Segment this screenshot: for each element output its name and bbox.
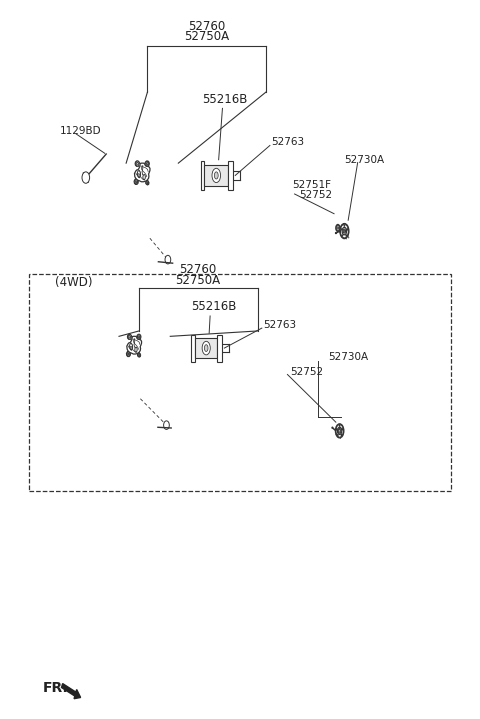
- PathPatch shape: [135, 161, 140, 166]
- Ellipse shape: [339, 425, 340, 426]
- Text: 55216B: 55216B: [202, 93, 248, 106]
- Bar: [29, 274, 451, 492]
- Ellipse shape: [344, 230, 345, 232]
- PathPatch shape: [137, 334, 141, 339]
- Ellipse shape: [337, 427, 342, 434]
- PathPatch shape: [127, 351, 131, 357]
- Ellipse shape: [338, 429, 341, 434]
- Circle shape: [164, 421, 169, 429]
- Ellipse shape: [340, 224, 349, 239]
- Ellipse shape: [336, 429, 337, 430]
- Ellipse shape: [215, 172, 218, 179]
- Ellipse shape: [143, 175, 145, 180]
- Ellipse shape: [342, 234, 343, 237]
- PathPatch shape: [134, 163, 150, 182]
- Ellipse shape: [342, 227, 347, 235]
- PathPatch shape: [134, 178, 138, 184]
- Text: 52760: 52760: [179, 263, 216, 276]
- Circle shape: [147, 182, 148, 183]
- Ellipse shape: [336, 224, 340, 232]
- Circle shape: [129, 336, 131, 338]
- PathPatch shape: [201, 161, 204, 190]
- Ellipse shape: [337, 226, 338, 229]
- Text: 52763: 52763: [271, 137, 304, 147]
- PathPatch shape: [127, 336, 142, 354]
- PathPatch shape: [195, 338, 217, 358]
- Text: 55216B: 55216B: [191, 300, 237, 313]
- Text: FR.: FR.: [43, 681, 69, 695]
- Text: 1129BD: 1129BD: [60, 127, 101, 136]
- PathPatch shape: [146, 180, 149, 185]
- PathPatch shape: [217, 334, 222, 362]
- Circle shape: [138, 336, 140, 338]
- Ellipse shape: [130, 344, 132, 350]
- Text: 52750A: 52750A: [184, 30, 229, 43]
- Ellipse shape: [341, 434, 342, 436]
- Ellipse shape: [212, 168, 220, 183]
- Circle shape: [136, 161, 139, 166]
- Ellipse shape: [342, 429, 343, 430]
- Text: 52752: 52752: [300, 190, 333, 200]
- Circle shape: [165, 255, 171, 264]
- PathPatch shape: [128, 334, 132, 339]
- Text: 52760: 52760: [188, 19, 226, 33]
- Ellipse shape: [135, 347, 137, 352]
- Circle shape: [137, 334, 140, 339]
- Ellipse shape: [202, 342, 210, 355]
- Ellipse shape: [347, 229, 348, 230]
- PathPatch shape: [145, 161, 149, 166]
- Ellipse shape: [339, 429, 340, 432]
- Ellipse shape: [343, 229, 346, 233]
- Ellipse shape: [204, 344, 208, 352]
- PathPatch shape: [204, 165, 228, 186]
- Text: 52763: 52763: [263, 320, 296, 330]
- FancyArrow shape: [61, 684, 81, 699]
- Circle shape: [138, 353, 140, 357]
- Text: 52752: 52752: [290, 367, 323, 377]
- Circle shape: [137, 162, 138, 165]
- Circle shape: [135, 180, 138, 184]
- Circle shape: [135, 181, 137, 183]
- Ellipse shape: [337, 434, 338, 436]
- Circle shape: [128, 334, 132, 339]
- Circle shape: [146, 161, 149, 166]
- Ellipse shape: [137, 170, 141, 178]
- Text: 52730A: 52730A: [328, 352, 368, 362]
- Circle shape: [128, 353, 129, 355]
- PathPatch shape: [138, 352, 141, 357]
- Ellipse shape: [341, 229, 342, 230]
- Circle shape: [146, 162, 148, 165]
- Ellipse shape: [336, 424, 344, 438]
- Text: 52750A: 52750A: [175, 274, 220, 287]
- Text: (4WD): (4WD): [55, 276, 93, 289]
- PathPatch shape: [228, 161, 233, 190]
- Circle shape: [82, 172, 90, 183]
- Ellipse shape: [344, 225, 345, 226]
- Circle shape: [127, 352, 130, 356]
- Text: 52730A: 52730A: [344, 155, 384, 165]
- Text: 52751F: 52751F: [292, 180, 331, 190]
- Circle shape: [146, 181, 148, 185]
- Circle shape: [139, 354, 140, 356]
- Ellipse shape: [346, 234, 347, 237]
- Ellipse shape: [332, 427, 333, 429]
- PathPatch shape: [192, 334, 195, 362]
